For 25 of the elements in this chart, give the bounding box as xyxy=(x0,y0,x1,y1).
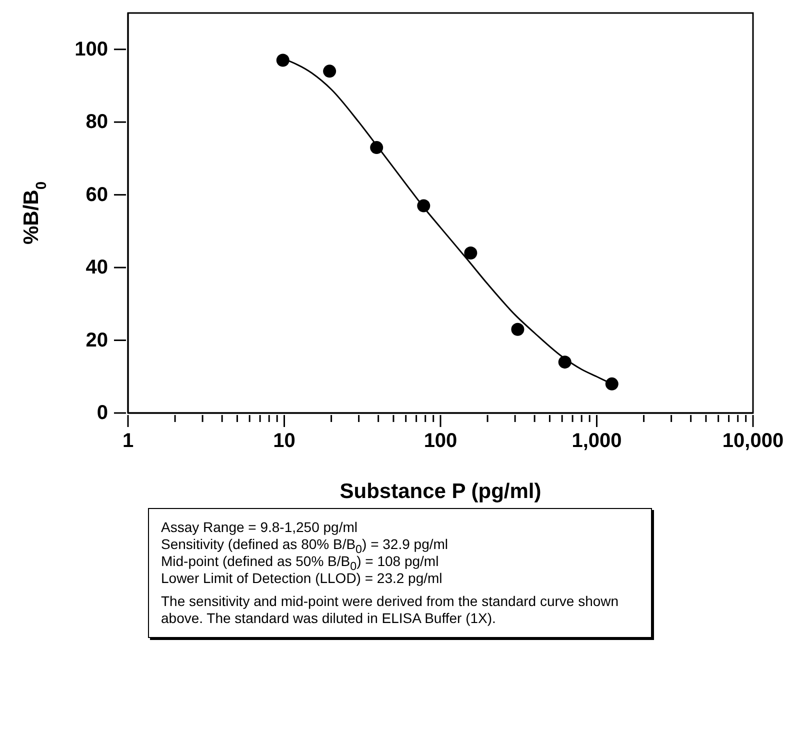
x-tick-label: 1,000 xyxy=(572,430,622,452)
x-tick-label: 1 xyxy=(122,430,134,452)
text: Lower Limit of Detection (LLOD) = 23.2 pg/ml xyxy=(161,570,444,587)
point xyxy=(605,377,618,390)
point xyxy=(464,246,478,260)
y-tick-label: 0 xyxy=(96,402,108,424)
y-tick-label: 80 xyxy=(86,111,108,134)
y-tick-label: 40 xyxy=(86,256,108,279)
x-tick-label: 10,000 xyxy=(722,430,784,452)
text: Mid-point (defined as 50% B/B$_{0}$) = 108 pg/ml xyxy=(161,553,439,573)
y-tick-label: 60 xyxy=(86,184,108,206)
y-tick-label: 20 xyxy=(86,329,108,352)
x-axis-title: Substance P (pg/ml) xyxy=(340,480,542,503)
point xyxy=(417,199,430,212)
point xyxy=(558,356,572,369)
point xyxy=(370,141,384,154)
x-tick-label: 10 xyxy=(273,430,296,452)
text: The sensitivity and mid-point were derived from the standard curve shown above. The standard was diluted in ELISA Buffer (1X). xyxy=(161,593,620,627)
x-tick-label: 100 xyxy=(424,430,458,452)
y-tick-label: 100 xyxy=(74,38,108,60)
text: Sensitivity (defined as 80% B/B$_{0}$) = 32.9 pg/ml xyxy=(161,536,450,556)
point xyxy=(323,64,336,78)
point xyxy=(276,54,290,67)
text: Assay Range = 9.8-1,250 pg/ml xyxy=(161,519,359,536)
point xyxy=(511,322,524,336)
